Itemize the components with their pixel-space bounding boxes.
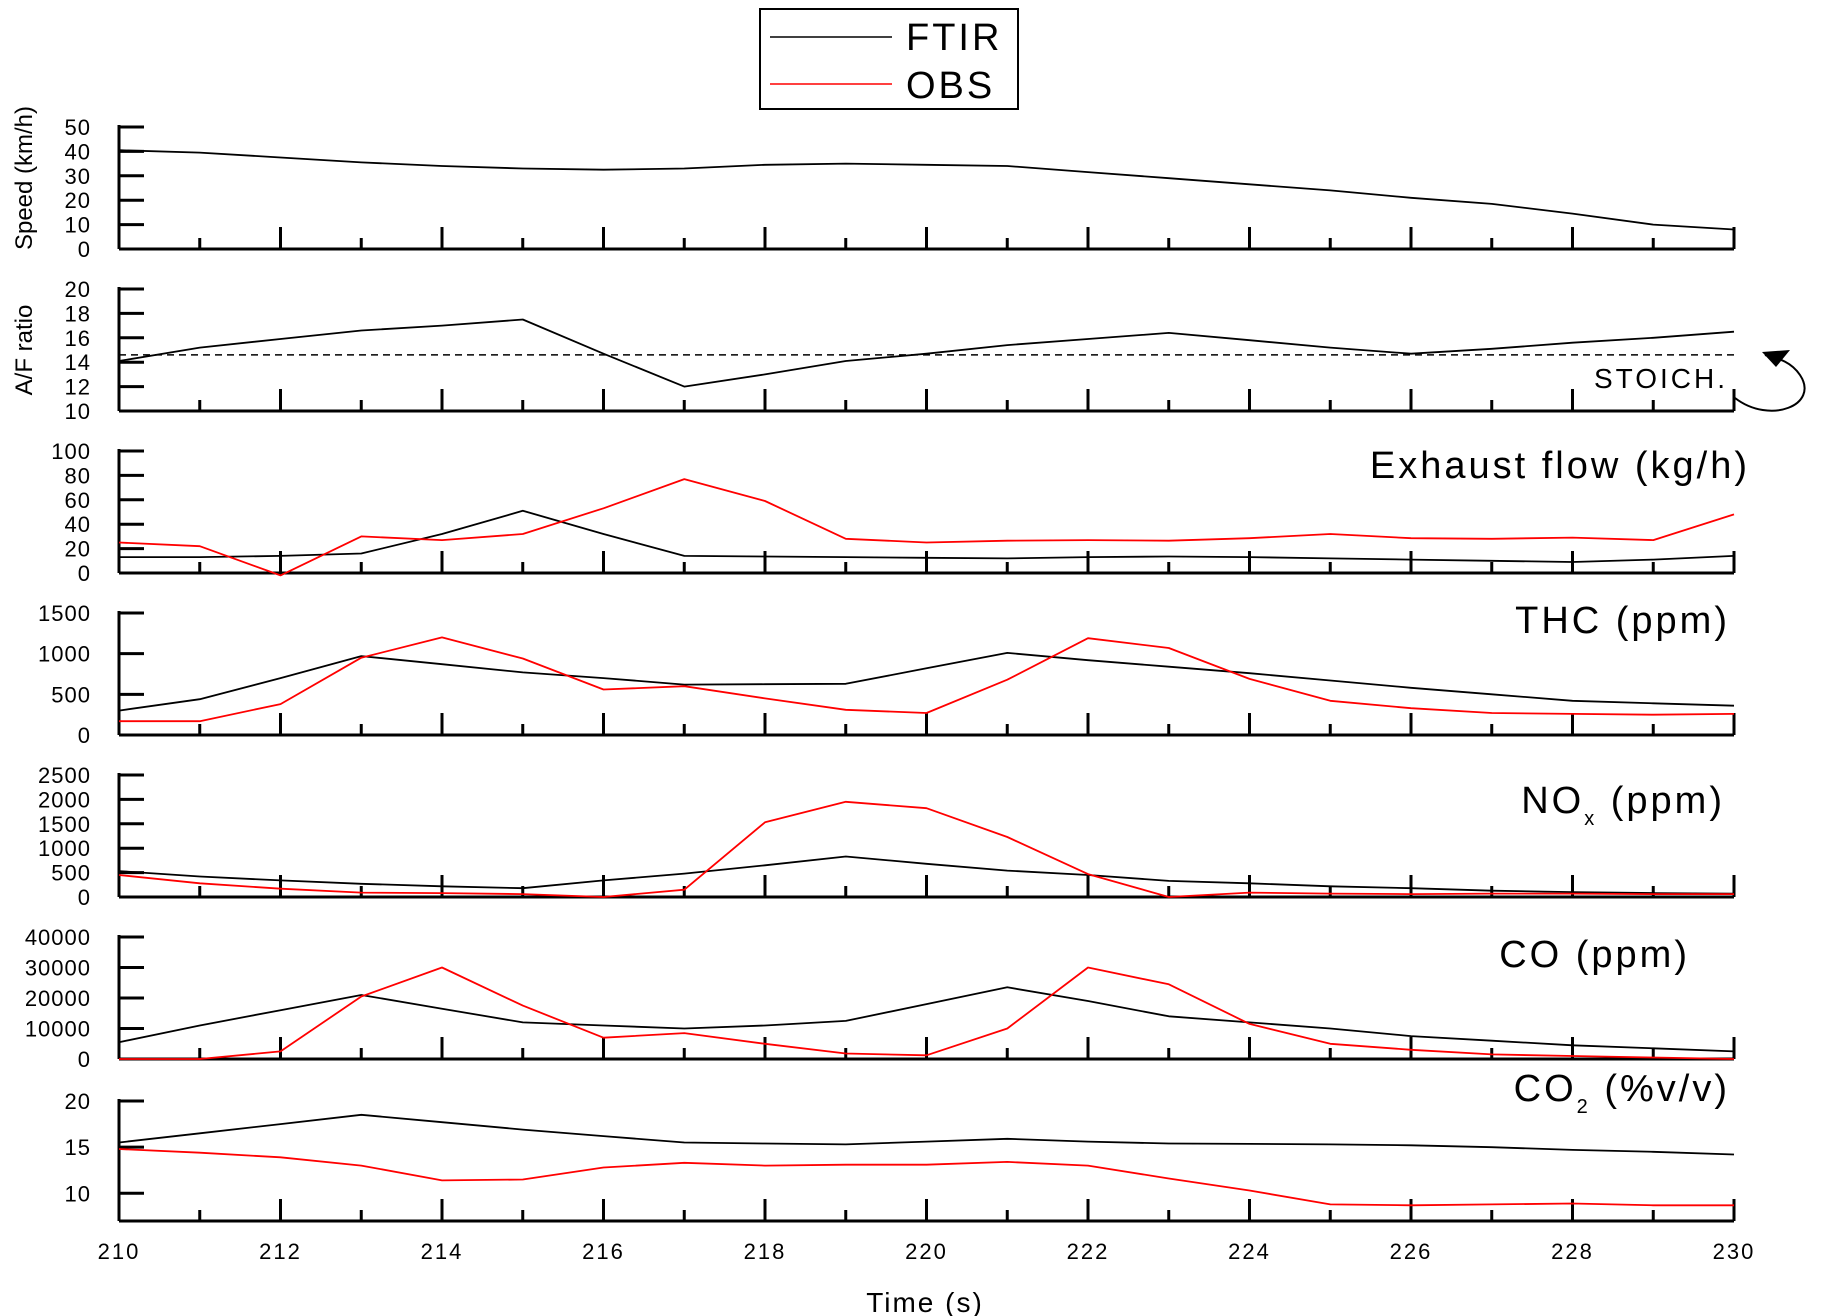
y-tick-label-af: 20 <box>65 277 91 302</box>
x-tick-label: 216 <box>582 1239 625 1264</box>
stoich-arrow <box>1734 354 1806 412</box>
panel-title-subscript-nox: x <box>1584 808 1597 830</box>
x-tick-label: 212 <box>259 1239 302 1264</box>
panel-title-thc: THC (ppm) <box>1515 600 1730 642</box>
series-line-nox-obs <box>118 800 1734 898</box>
y-tick-label-speed: 50 <box>65 115 91 140</box>
y-tick-label-af: 10 <box>65 399 91 424</box>
x-axis: 210 212 214 216 218 220 222 224 226 228 230 <box>98 1239 1756 1264</box>
y-tick-label-co: 0 <box>78 1047 91 1072</box>
y-tick-label-nox: 500 <box>51 861 91 886</box>
y-tick-label-co: 30000 <box>25 956 91 981</box>
y-tick-label-thc: 1000 <box>38 642 91 667</box>
x-tick-label: 214 <box>421 1239 464 1264</box>
panel-co: 0 10000 20000 30000 40000 CO (ppm) <box>25 925 1736 1072</box>
panel-title-main-nox: NO <box>1521 780 1584 822</box>
y-axis-label-speed: Speed (km/h) <box>11 106 38 250</box>
series-line-co-ftir <box>118 986 1735 1053</box>
x-axis-label: Time (s) <box>866 1287 984 1316</box>
y-tick-label-nox: 2500 <box>38 763 91 788</box>
stoich-label: STOICH. <box>1594 363 1728 394</box>
panel-title-main-co: CO (ppm) <box>1499 934 1690 976</box>
y-tick-label-co: 10000 <box>25 1017 91 1042</box>
y-tick-label-af: 12 <box>65 375 91 400</box>
panel-title-main-exhaust: Exhaust flow (kg/h) <box>1370 445 1750 487</box>
x-tick-label: 220 <box>905 1239 948 1264</box>
y-tick-label-speed: 10 <box>65 213 91 238</box>
y-tick-label-thc: 0 <box>78 723 91 748</box>
x-tick-label: 218 <box>744 1239 787 1264</box>
y-tick-label-nox: 1000 <box>38 836 91 861</box>
series-line-exhaust-ftir <box>119 509 1735 563</box>
y-tick-label-nox: 0 <box>78 885 91 910</box>
y-tick-label-af: 16 <box>65 326 91 351</box>
panel-title-nox: NOx (ppm) <box>1521 780 1725 830</box>
panel-title-co: CO (ppm) <box>1499 934 1690 976</box>
series-line-exhaust-obs <box>118 478 1735 577</box>
panel-title-main-co2: CO <box>1514 1068 1577 1110</box>
series-line-thc-ftir <box>118 652 1735 712</box>
y-tick-label-thc: 1500 <box>38 601 91 626</box>
panel-title-unit-nox: (ppm) <box>1597 780 1725 822</box>
y-tick-label-nox: 1500 <box>38 812 91 837</box>
y-tick-label-co2: 15 <box>65 1135 91 1160</box>
stoich-arrow-head <box>1762 350 1790 367</box>
x-tick-label: 224 <box>1228 1239 1271 1264</box>
series-line-nox-ftir <box>118 855 1735 895</box>
series-line-co2-ftir <box>118 1113 1735 1156</box>
x-tick-label: 210 <box>98 1239 141 1264</box>
panel-title-main-thc: THC (ppm) <box>1515 600 1730 642</box>
y-tick-label-af: 14 <box>65 350 91 375</box>
x-tick-label: 226 <box>1390 1239 1433 1264</box>
y-tick-label-exhaust: 40 <box>65 512 91 537</box>
y-tick-label-exhaust: 60 <box>65 488 91 513</box>
y-tick-label-co2: 20 <box>65 1089 91 1114</box>
legend: FTIR OBS <box>759 8 1019 110</box>
y-tick-label-speed: 30 <box>65 164 91 189</box>
y-tick-label-speed: 0 <box>78 237 91 262</box>
panel-co2: 10 15 20 CO2 (%v/v) <box>65 1068 1736 1223</box>
panel-title-unit-co2: (%v/v) <box>1591 1068 1730 1110</box>
y-tick-label-exhaust: 20 <box>65 537 91 562</box>
panel-title-subscript-co2: 2 <box>1577 1096 1591 1118</box>
x-tick-label: 230 <box>1713 1239 1756 1264</box>
y-tick-label-af: 18 <box>65 301 91 326</box>
y-tick-label-speed: 40 <box>65 139 91 164</box>
y-tick-label-co: 20000 <box>25 986 91 1011</box>
x-tick-label: 222 <box>1067 1239 1110 1264</box>
legend-box <box>759 8 1019 110</box>
y-tick-label-nox: 2000 <box>38 787 91 812</box>
y-tick-label-exhaust: 80 <box>65 463 91 488</box>
series-line-speed-ftir <box>118 149 1735 231</box>
legend-obs-label: OBS <box>906 65 995 107</box>
panel-title-exhaust: Exhaust flow (kg/h) <box>1370 445 1750 487</box>
y-tick-label-thc: 500 <box>51 682 91 707</box>
series-line-co-obs <box>119 966 1735 1060</box>
y-tick-label-co: 40000 <box>25 925 91 950</box>
x-tick-label: 228 <box>1551 1239 1594 1264</box>
series-line-co2-obs <box>118 1148 1734 1207</box>
series-line-af-ftir <box>118 318 1735 388</box>
panel-thc: 0 500 1000 1500 THC (ppm) <box>38 600 1736 748</box>
panel-title-co2: CO2 (%v/v) <box>1514 1068 1730 1118</box>
y-tick-label-exhaust: 0 <box>78 561 91 586</box>
y-tick-label-co2: 10 <box>65 1181 91 1206</box>
y-tick-label-exhaust: 100 <box>51 439 91 464</box>
y-tick-label-speed: 20 <box>65 188 91 213</box>
legend-ftir-label: FTIR <box>906 17 1002 59</box>
series-line-thc-obs <box>119 636 1735 723</box>
y-axis-label-af: A/F ratio <box>11 305 38 396</box>
